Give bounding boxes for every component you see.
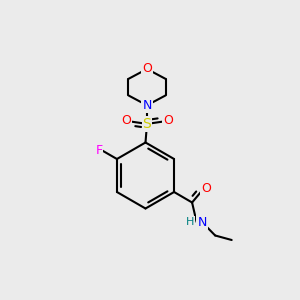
Text: S: S [142,117,152,131]
Text: F: F [95,143,103,157]
Text: N: N [197,215,207,229]
Text: O: O [122,113,131,127]
Text: H: H [186,217,194,227]
Text: O: O [201,182,211,195]
Text: O: O [142,62,152,76]
Text: O: O [163,113,172,127]
Text: N: N [142,99,152,112]
